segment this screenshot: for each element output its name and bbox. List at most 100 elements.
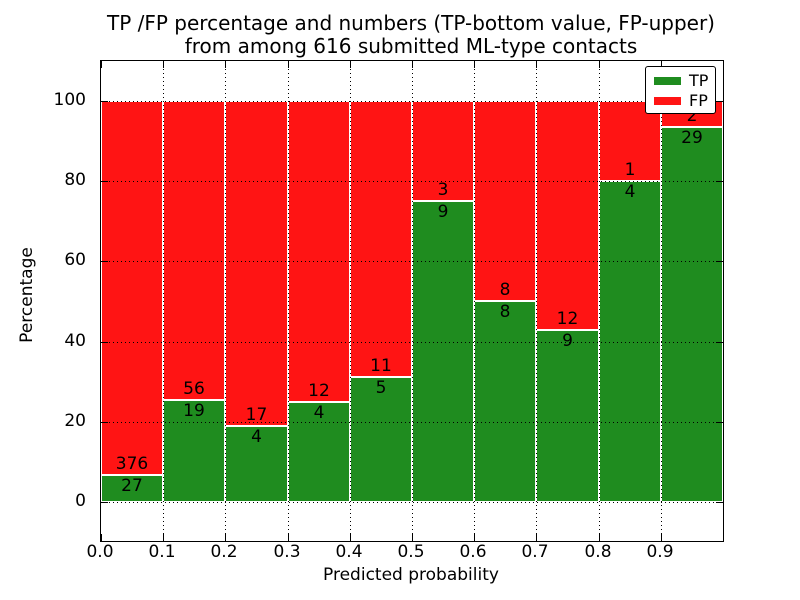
x-tick-top-4 xyxy=(350,61,351,68)
y-tick-left-100 xyxy=(101,101,108,102)
horizontal-gridline-80 xyxy=(101,181,723,182)
bar-fp-count-label-3: 12 xyxy=(308,381,330,401)
bar-fp-count-label-6: 8 xyxy=(499,280,511,300)
y-tick-label-0: 0 xyxy=(75,491,86,511)
vertical-gridline-0.5 xyxy=(412,61,413,541)
vertical-gridline-0.8 xyxy=(599,61,600,541)
bar-tp-count-label-9: 29 xyxy=(681,128,703,148)
x-tick-bottom-2 xyxy=(225,534,226,541)
legend-item-tp: TP xyxy=(646,71,715,91)
x-tick-label-0.9: 0.9 xyxy=(646,542,674,562)
x-tick-top-9 xyxy=(661,61,662,68)
chart-title-line1: TP /FP percentage and numbers (TP-bottom… xyxy=(107,11,715,35)
x-tick-bottom-8 xyxy=(599,534,600,541)
vertical-gridline-0.4 xyxy=(350,61,351,541)
bar-fp-count-label-8: 1 xyxy=(624,160,636,180)
bar-segment-tp-0 xyxy=(101,475,163,502)
x-axis-label: Predicted probability xyxy=(323,565,499,585)
y-tick-right-40 xyxy=(716,342,723,343)
x-tick-label-0.7: 0.7 xyxy=(521,542,549,562)
y-tick-right-20 xyxy=(716,422,723,423)
bar-segment-tp-6 xyxy=(474,301,536,502)
y-tick-right-0 xyxy=(716,502,723,503)
bar-segment-tp-5 xyxy=(412,201,474,502)
x-tick-label-0.5: 0.5 xyxy=(397,542,425,562)
y-tick-label-80: 80 xyxy=(64,170,86,190)
y-tick-left-0 xyxy=(101,502,108,503)
bar-tp-count-label-7: 9 xyxy=(562,331,573,351)
legend-label-fp: FP xyxy=(689,91,708,110)
bar-segment-fp-0 xyxy=(101,101,163,475)
x-tick-label-0.1: 0.1 xyxy=(148,542,176,562)
bar-fp-count-label-1: 56 xyxy=(183,379,205,399)
y-tick-label-100: 100 xyxy=(53,90,86,110)
horizontal-gridline-20 xyxy=(101,422,723,423)
bar-segment-tp-1 xyxy=(163,400,225,502)
x-tick-label-0.4: 0.4 xyxy=(335,542,363,562)
bar-tp-count-label-8: 4 xyxy=(624,182,636,202)
y-tick-label-40: 40 xyxy=(64,331,86,351)
x-tick-top-8 xyxy=(599,61,600,68)
bar-segment-fp-2 xyxy=(225,101,288,426)
x-tick-top-2 xyxy=(225,61,226,68)
vertical-gridline-0.6 xyxy=(474,61,475,541)
x-tick-bottom-4 xyxy=(350,534,351,541)
bar-fp-count-label-9: 2 xyxy=(686,106,698,126)
bar-tp-count-label-0: 27 xyxy=(121,476,143,496)
bar-fp-count-label-7: 12 xyxy=(556,309,579,329)
bar-segment-fp-1 xyxy=(163,101,225,400)
bar-segment-fp-3 xyxy=(288,101,350,402)
bar-segment-fp-6 xyxy=(474,101,536,301)
bar-fp-count-label-4: 11 xyxy=(370,356,392,376)
bar-tp-count-label-6: 8 xyxy=(499,302,511,322)
vertical-gridline-0.7 xyxy=(536,61,537,541)
x-tick-label-0.0: 0.0 xyxy=(86,542,114,562)
x-tick-top-7 xyxy=(536,61,537,68)
x-tick-label-0.3: 0.3 xyxy=(273,542,301,562)
chart-title-line2: from among 616 submitted ML-type contact… xyxy=(184,34,638,58)
x-tick-bottom-0 xyxy=(101,534,102,541)
x-tick-top-1 xyxy=(163,61,164,68)
vertical-gridline-0.1 xyxy=(163,61,164,541)
y-tick-label-60: 60 xyxy=(64,250,86,270)
bar-tp-count-label-4: 5 xyxy=(375,378,387,398)
y-tick-right-80 xyxy=(716,181,723,182)
y-tick-left-60 xyxy=(101,261,108,262)
bar-tp-count-label-3: 4 xyxy=(313,403,325,423)
x-tick-bottom-5 xyxy=(412,534,413,541)
bar-segment-tp-7 xyxy=(536,330,599,502)
y-tick-left-40 xyxy=(101,342,108,343)
vertical-gridline-0.3 xyxy=(288,61,289,541)
x-tick-top-0 xyxy=(101,61,102,68)
legend-label-tp: TP xyxy=(689,71,709,90)
bar-segment-tp-3 xyxy=(288,402,350,502)
horizontal-gridline-100 xyxy=(101,101,723,102)
x-tick-bottom-9 xyxy=(661,534,662,541)
x-tick-top-6 xyxy=(474,61,475,68)
plot-area: 376 27 56 19 17 4 12 4 11 5 3 9 8 8 12 9 1 4 2 29 xyxy=(100,60,724,542)
bar-tp-count-label-1: 19 xyxy=(183,401,205,421)
vertical-gridline-0.9 xyxy=(661,61,662,541)
tp-color-swatch xyxy=(654,77,681,85)
legend-item-fp: FP xyxy=(646,91,715,111)
horizontal-gridline-40 xyxy=(101,342,723,343)
horizontal-gridline-0 xyxy=(101,502,723,503)
x-tick-bottom-6 xyxy=(474,534,475,541)
bar-fp-count-label-5: 3 xyxy=(437,180,449,200)
bar-tp-count-label-2: 4 xyxy=(251,427,262,447)
vertical-gridline-0.2 xyxy=(225,61,226,541)
x-tick-top-3 xyxy=(288,61,289,68)
fp-color-swatch xyxy=(654,97,681,105)
chart-title: TP /FP percentage and numbers (TP-bottom… xyxy=(100,12,722,58)
bar-fp-count-label-0: 376 xyxy=(115,454,149,474)
x-tick-label-0.8: 0.8 xyxy=(584,542,612,562)
bar-segment-tp-9 xyxy=(661,127,723,502)
y-tick-left-80 xyxy=(101,181,108,182)
y-tick-label-20: 20 xyxy=(64,411,86,431)
x-tick-bottom-3 xyxy=(288,534,289,541)
x-tick-bottom-1 xyxy=(163,534,164,541)
x-tick-label-0.2: 0.2 xyxy=(210,542,238,562)
bar-segment-fp-4 xyxy=(350,101,412,377)
y-tick-right-60 xyxy=(716,261,723,262)
